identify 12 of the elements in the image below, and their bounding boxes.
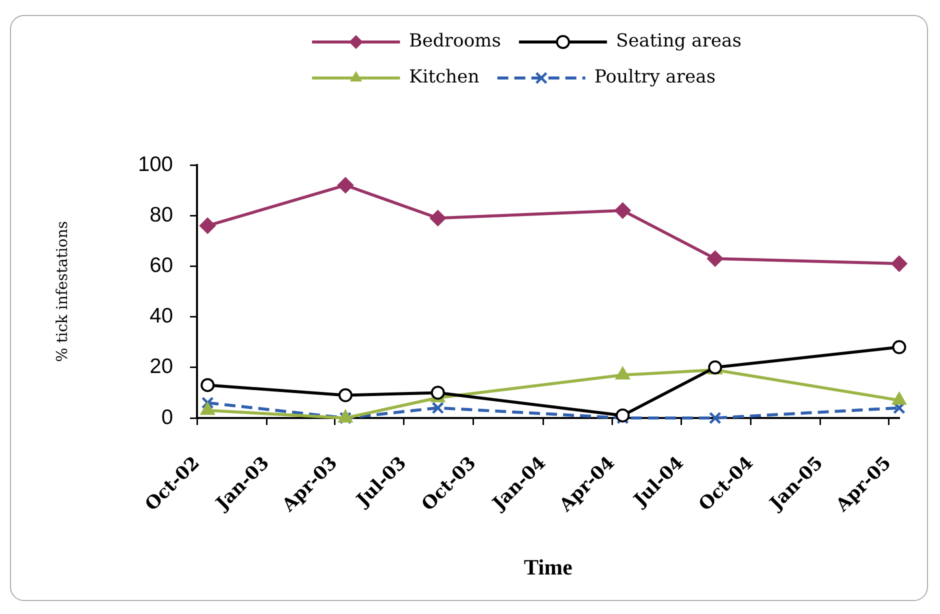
y-tick-label: 60 bbox=[150, 254, 173, 277]
y-tick-label: 100 bbox=[138, 152, 173, 176]
legend-label: Seating areas bbox=[616, 30, 742, 52]
legend-label: Poultry areas bbox=[594, 66, 716, 88]
y-tick-label: 80 bbox=[150, 203, 173, 226]
x-axis-title: Time bbox=[524, 554, 573, 580]
y-tick-label: 0 bbox=[161, 406, 173, 429]
legend-label: Bedrooms bbox=[409, 30, 501, 52]
y-axis-title: % tick infestations bbox=[52, 221, 71, 362]
legend-label: Kitchen bbox=[409, 66, 480, 88]
y-tick-label: 20 bbox=[150, 355, 173, 378]
y-tick-label: 40 bbox=[150, 304, 173, 328]
